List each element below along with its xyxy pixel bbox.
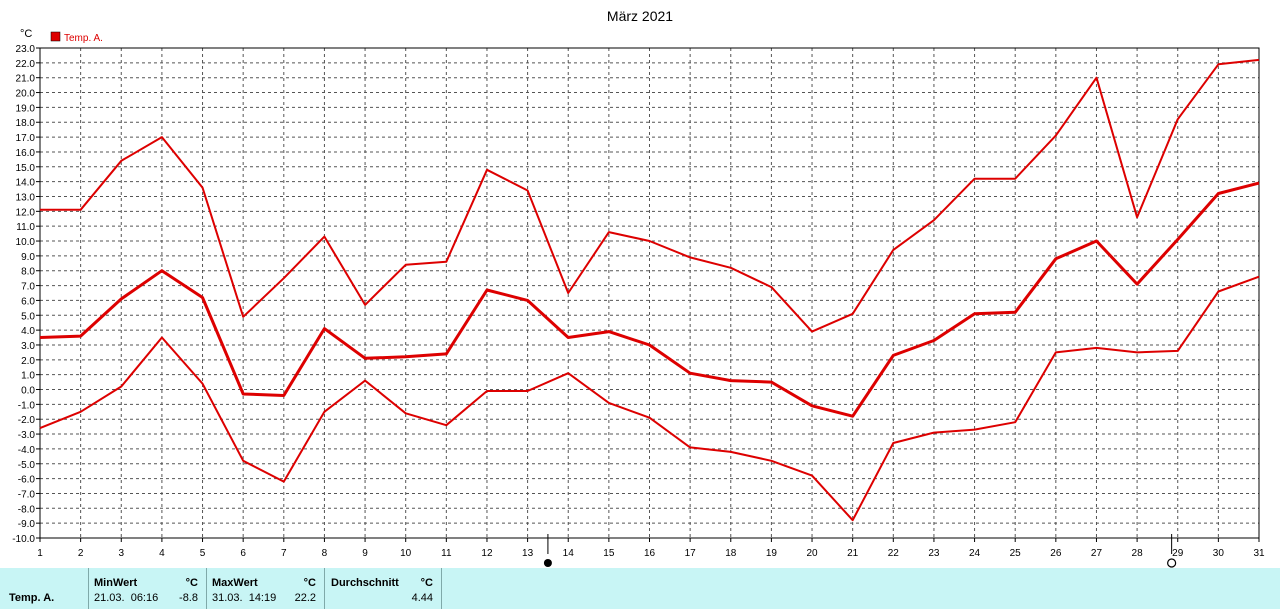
y-tick-label: 7.0 [21,282,35,293]
series-lines [39,58,1260,522]
x-tick-label: 29 [1172,548,1184,559]
max-value: 22.2 [294,592,316,604]
x-tick-label: 17 [685,548,697,559]
x-tick-label: 19 [766,548,778,559]
x-tick-label: 6 [240,548,246,559]
y-tick-label: 23.0 [16,44,36,55]
temperature-chart: März 2021 °C Temp. A. -10.0-9.0-8.0-7.0-… [12,8,1265,568]
x-tick-label: 15 [603,548,615,559]
y-tick-label: 1.0 [21,371,35,382]
x-tick-label: 3 [118,548,124,559]
x-tick-label: 20 [806,548,818,559]
y-tick-label: 15.0 [16,163,36,174]
avg-unit: °C [420,577,433,589]
x-tick-label: 23 [928,548,940,559]
y-tick-label: 18.0 [16,118,36,129]
y-axis-unit: °C [20,28,32,40]
x-tick-label: 4 [159,548,165,559]
y-tick-label: 16.0 [16,148,36,159]
avg-cell: Durchschnitt °C 4.44 [325,568,442,609]
x-tick-label: 30 [1213,548,1225,559]
max-unit: °C [303,577,316,589]
stats-panel: Temp. A. MinWert °C 21.03. 06:16 -8.8 Ma… [0,568,1280,609]
max-cell: MaxWert °C 31.03. 14:19 22.2 [207,568,325,609]
x-tick-label: 31 [1253,548,1265,559]
x-tick-label: 2 [78,548,84,559]
legend-swatch [50,31,61,42]
max-header: MaxWert [212,577,258,589]
stats-row-label-cell: Temp. A. [0,568,89,609]
y-tick-label: 9.0 [21,252,35,263]
y-tick-label: 8.0 [21,267,35,278]
x-tick-label: 14 [563,548,575,559]
x-tick-label: 22 [888,548,900,559]
x-tick-label: 5 [200,548,206,559]
legend-label: Temp. A. [64,33,103,44]
y-tick-label: 20.0 [16,89,36,100]
y-tick-label: 22.0 [16,59,36,70]
marker-filled-circle [543,559,552,567]
y-tick-label: 12.0 [16,207,36,218]
x-tick-label: 7 [281,548,287,559]
chart-title: März 2021 [607,8,673,24]
x-tick-label: 24 [969,548,981,559]
x-tick-label: 16 [644,548,656,559]
x-tick-label: 27 [1091,548,1103,559]
min-cell: MinWert °C 21.03. 06:16 -8.8 [89,568,207,609]
x-tick-label: 18 [725,548,737,559]
stats-row-label: Temp. A. [9,592,55,604]
y-tick-label: 17.0 [16,133,36,144]
x-tick-label: 9 [362,548,368,559]
marker-open-circle [1167,558,1177,568]
y-tick-label: -7.0 [18,489,36,500]
x-tick-label: 13 [522,548,534,559]
grid [39,47,1260,539]
y-tick-label: -4.0 [18,445,36,456]
x-tick-label: 10 [400,548,412,559]
y-tick-label: -9.0 [18,519,36,530]
y-tick-label: -2.0 [18,415,36,426]
y-tick-label: -3.0 [18,430,36,441]
y-tick-label: 10.0 [16,237,36,248]
x-axis: 1 2 3 4 5 6 7 8 9 10 11 12 13 14 15 16 17 18 19 20 21 22 23 24 2… [37,538,1265,559]
x-tick-label: 21 [847,548,859,559]
y-tick-label: 14.0 [16,178,36,189]
y-tick-label: 19.0 [16,103,36,114]
series-line-3 [39,275,1260,522]
y-tick-label: -8.0 [18,504,36,515]
y-tick-label: -1.0 [18,400,36,411]
avg-header: Durchschnitt [331,577,399,589]
x-tick-label: 25 [1010,548,1022,559]
y-axis: -10.0 -9.0 -8.0 -7.0 -6.0 -5.0 -4.0 -3.0 -2.0 -1.… [12,44,40,545]
y-tick-label: -5.0 [18,460,36,471]
x-tick-label: 1 [37,548,43,559]
avg-value: 4.44 [411,592,433,604]
markers [543,534,1177,568]
x-tick-label: 28 [1132,548,1144,559]
x-tick-label: 12 [481,548,493,559]
y-tick-label: 5.0 [21,311,35,322]
y-tick-label: 6.0 [21,296,35,307]
min-header: MinWert [94,577,138,589]
min-unit: °C [185,577,198,589]
series-line-2 [39,181,1260,418]
max-time: 31.03. 14:19 [212,592,277,604]
x-tick-label: 8 [322,548,328,559]
x-tick-label: 26 [1050,548,1062,559]
min-value: -8.8 [179,592,198,604]
y-tick-label: 3.0 [21,341,35,352]
y-tick-label: -6.0 [18,475,36,486]
y-tick-label: 11.0 [16,222,35,233]
y-tick-label: 4.0 [21,326,35,337]
series-line-1 [40,58,1260,333]
min-time: 21.03. 06:16 [94,592,159,604]
y-tick-label: 0.0 [21,386,35,397]
y-tick-label: -10.0 [12,534,35,545]
y-tick-label: 13.0 [16,192,36,203]
x-tick-label: 11 [441,548,452,559]
y-tick-label: 2.0 [21,356,35,367]
y-tick-label: 21.0 [16,74,36,85]
